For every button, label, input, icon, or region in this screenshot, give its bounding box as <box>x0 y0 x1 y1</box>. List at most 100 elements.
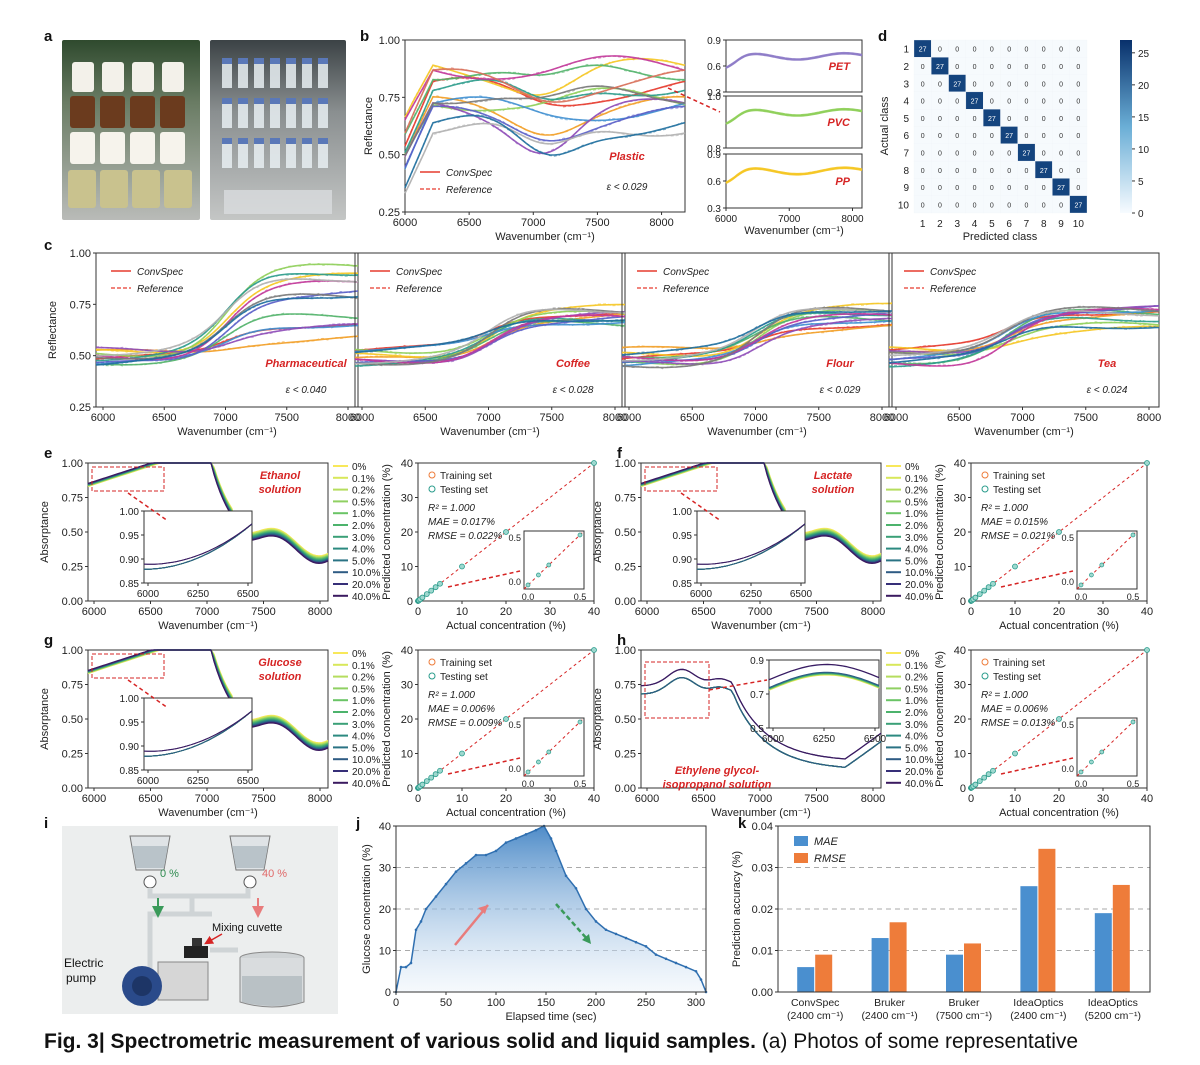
x-tick-label: 8000 <box>603 412 627 424</box>
data-point <box>1130 719 1136 725</box>
legend-train: Training set <box>993 658 1045 669</box>
inset-curve <box>143 710 253 757</box>
y-tick-label: 20 <box>401 527 413 539</box>
y-tick-label: 0.9 <box>750 656 764 667</box>
heatmap-value: 0 <box>1042 47 1046 54</box>
y-tick-label: 0.00 <box>615 783 636 795</box>
heatmap-col-label: 4 <box>972 219 978 230</box>
concentration-curve <box>640 677 882 768</box>
x-tick-label: 6500 <box>237 776 260 787</box>
heatmap-col-label: 3 <box>954 219 960 230</box>
inset-tick-label: 0.0 <box>1075 592 1088 602</box>
data-point <box>577 532 583 538</box>
conc-legend-label: 3.0% <box>905 720 928 731</box>
legend-test: Testing set <box>440 485 488 496</box>
conc-legend-label: 0.5% <box>905 497 928 508</box>
data-point <box>985 584 992 591</box>
heatmap-value: 0 <box>938 81 942 88</box>
inset-curve <box>696 523 806 565</box>
panel-label-a: a <box>44 28 53 45</box>
x-tick-label: 6500 <box>691 793 715 805</box>
rmse-label: RMSE = 0.021% <box>981 531 1055 542</box>
y-tick-label: 40 <box>401 645 413 657</box>
inset-tick-label: 0.5 <box>1061 720 1074 730</box>
identity-line <box>523 717 585 777</box>
heatmap-value: 27 <box>1005 133 1013 140</box>
data-point <box>981 587 988 594</box>
y-tick-label: 10 <box>954 749 966 761</box>
data-point <box>1130 532 1136 538</box>
x-tick-label: 30 <box>1097 606 1109 618</box>
y-axis-title: Reflectance <box>363 97 375 155</box>
glucose-point <box>524 833 528 836</box>
plastic-plot <box>404 39 686 213</box>
y-tick-label: 0.7 <box>750 690 764 701</box>
inset-tick-label: 0.5 <box>1127 779 1140 789</box>
y-tick-label: 0.9 <box>707 36 721 47</box>
x-axis-title: Wavenumber (cm⁻¹) <box>440 426 540 438</box>
reference-line <box>95 335 359 354</box>
heatmap-value: 0 <box>1007 81 1011 88</box>
conc-legend-label: 0.1% <box>905 661 928 672</box>
conc-legend-label: 4.0% <box>905 545 928 556</box>
data-point <box>423 778 430 784</box>
spectra-plot-2 <box>621 252 893 408</box>
heatmap-value: 0 <box>1024 64 1028 71</box>
data-point <box>423 591 430 597</box>
conc-legend-label: 0.1% <box>352 474 375 485</box>
legend-marker <box>428 658 436 666</box>
x-tick-label: 0 <box>415 606 421 618</box>
glucose-point <box>574 886 578 890</box>
y-tick-label: 0.3 <box>707 204 721 215</box>
bar-mae <box>1020 886 1038 992</box>
glucose-point <box>604 928 608 932</box>
heatmap-value: 0 <box>1007 168 1011 175</box>
heatmap-value: 0 <box>990 81 994 88</box>
x-tick-label: 6000 <box>137 776 160 787</box>
heatmap-value: 0 <box>1042 202 1046 209</box>
y-tick-label: 0 <box>407 783 413 795</box>
inset-tick-label: 0.5 <box>508 720 521 730</box>
x-tick-label: 8000 <box>1137 412 1161 424</box>
x-tick-label: 6000 <box>635 793 659 805</box>
y-tick-label: 0.50 <box>62 714 83 726</box>
category-label: IdeaOptics <box>1013 997 1063 1009</box>
heatmap-col-label: 7 <box>1024 219 1030 230</box>
x-tick-label: 7500 <box>804 793 828 805</box>
arrow <box>127 492 169 522</box>
heatmap-value: 0 <box>990 202 994 209</box>
solution-label: solution <box>812 484 855 496</box>
y-tick-label: 30 <box>401 493 413 505</box>
panel-label-j: j <box>356 815 361 832</box>
heatmap-value: 0 <box>1007 202 1011 209</box>
y-tick-label: 10 <box>954 562 966 574</box>
x-tick-label: 30 <box>544 606 556 618</box>
inset-tick-label: 0.5 <box>1061 533 1074 543</box>
x-tick-label: 6500 <box>413 412 437 424</box>
x-axis-title: Wavenumber (cm⁻¹) <box>711 620 811 632</box>
data-point <box>525 769 531 775</box>
r2-label: R² = 1.000 <box>981 690 1028 701</box>
x-tick-label: 6500 <box>790 589 813 600</box>
figure-caption: Fig. 3| Spectrometric measurement of var… <box>44 1030 1194 1054</box>
legend-convspec: ConvSpec <box>137 267 183 278</box>
conc-legend-label: 1.0% <box>905 509 928 520</box>
conc-legend-label: 20.0% <box>905 580 933 591</box>
y-tick-label: 0.25 <box>615 749 636 761</box>
heatmap-col-label: 2 <box>937 219 943 230</box>
reference-line <box>404 55 686 121</box>
x-tick-label: 6250 <box>187 589 210 600</box>
inset-tick-label: 0.5 <box>1127 592 1140 602</box>
data-point <box>976 778 983 784</box>
x-tick-label: 40 <box>1141 793 1153 805</box>
heatmap-value: 0 <box>1042 116 1046 123</box>
y-tick-label: 30 <box>379 863 391 875</box>
reference-line <box>888 309 1159 357</box>
heatmap-value: 0 <box>1042 185 1046 192</box>
y-axis-title: Predicted concentration (%) <box>381 464 393 600</box>
colorbar-tick-label: 5 <box>1138 177 1144 188</box>
inset-tick-label: 0.0 <box>508 577 521 587</box>
y-tick-label: 20 <box>954 527 966 539</box>
inset-tick-label: 0.5 <box>574 779 587 789</box>
arrowhead <box>478 905 488 914</box>
